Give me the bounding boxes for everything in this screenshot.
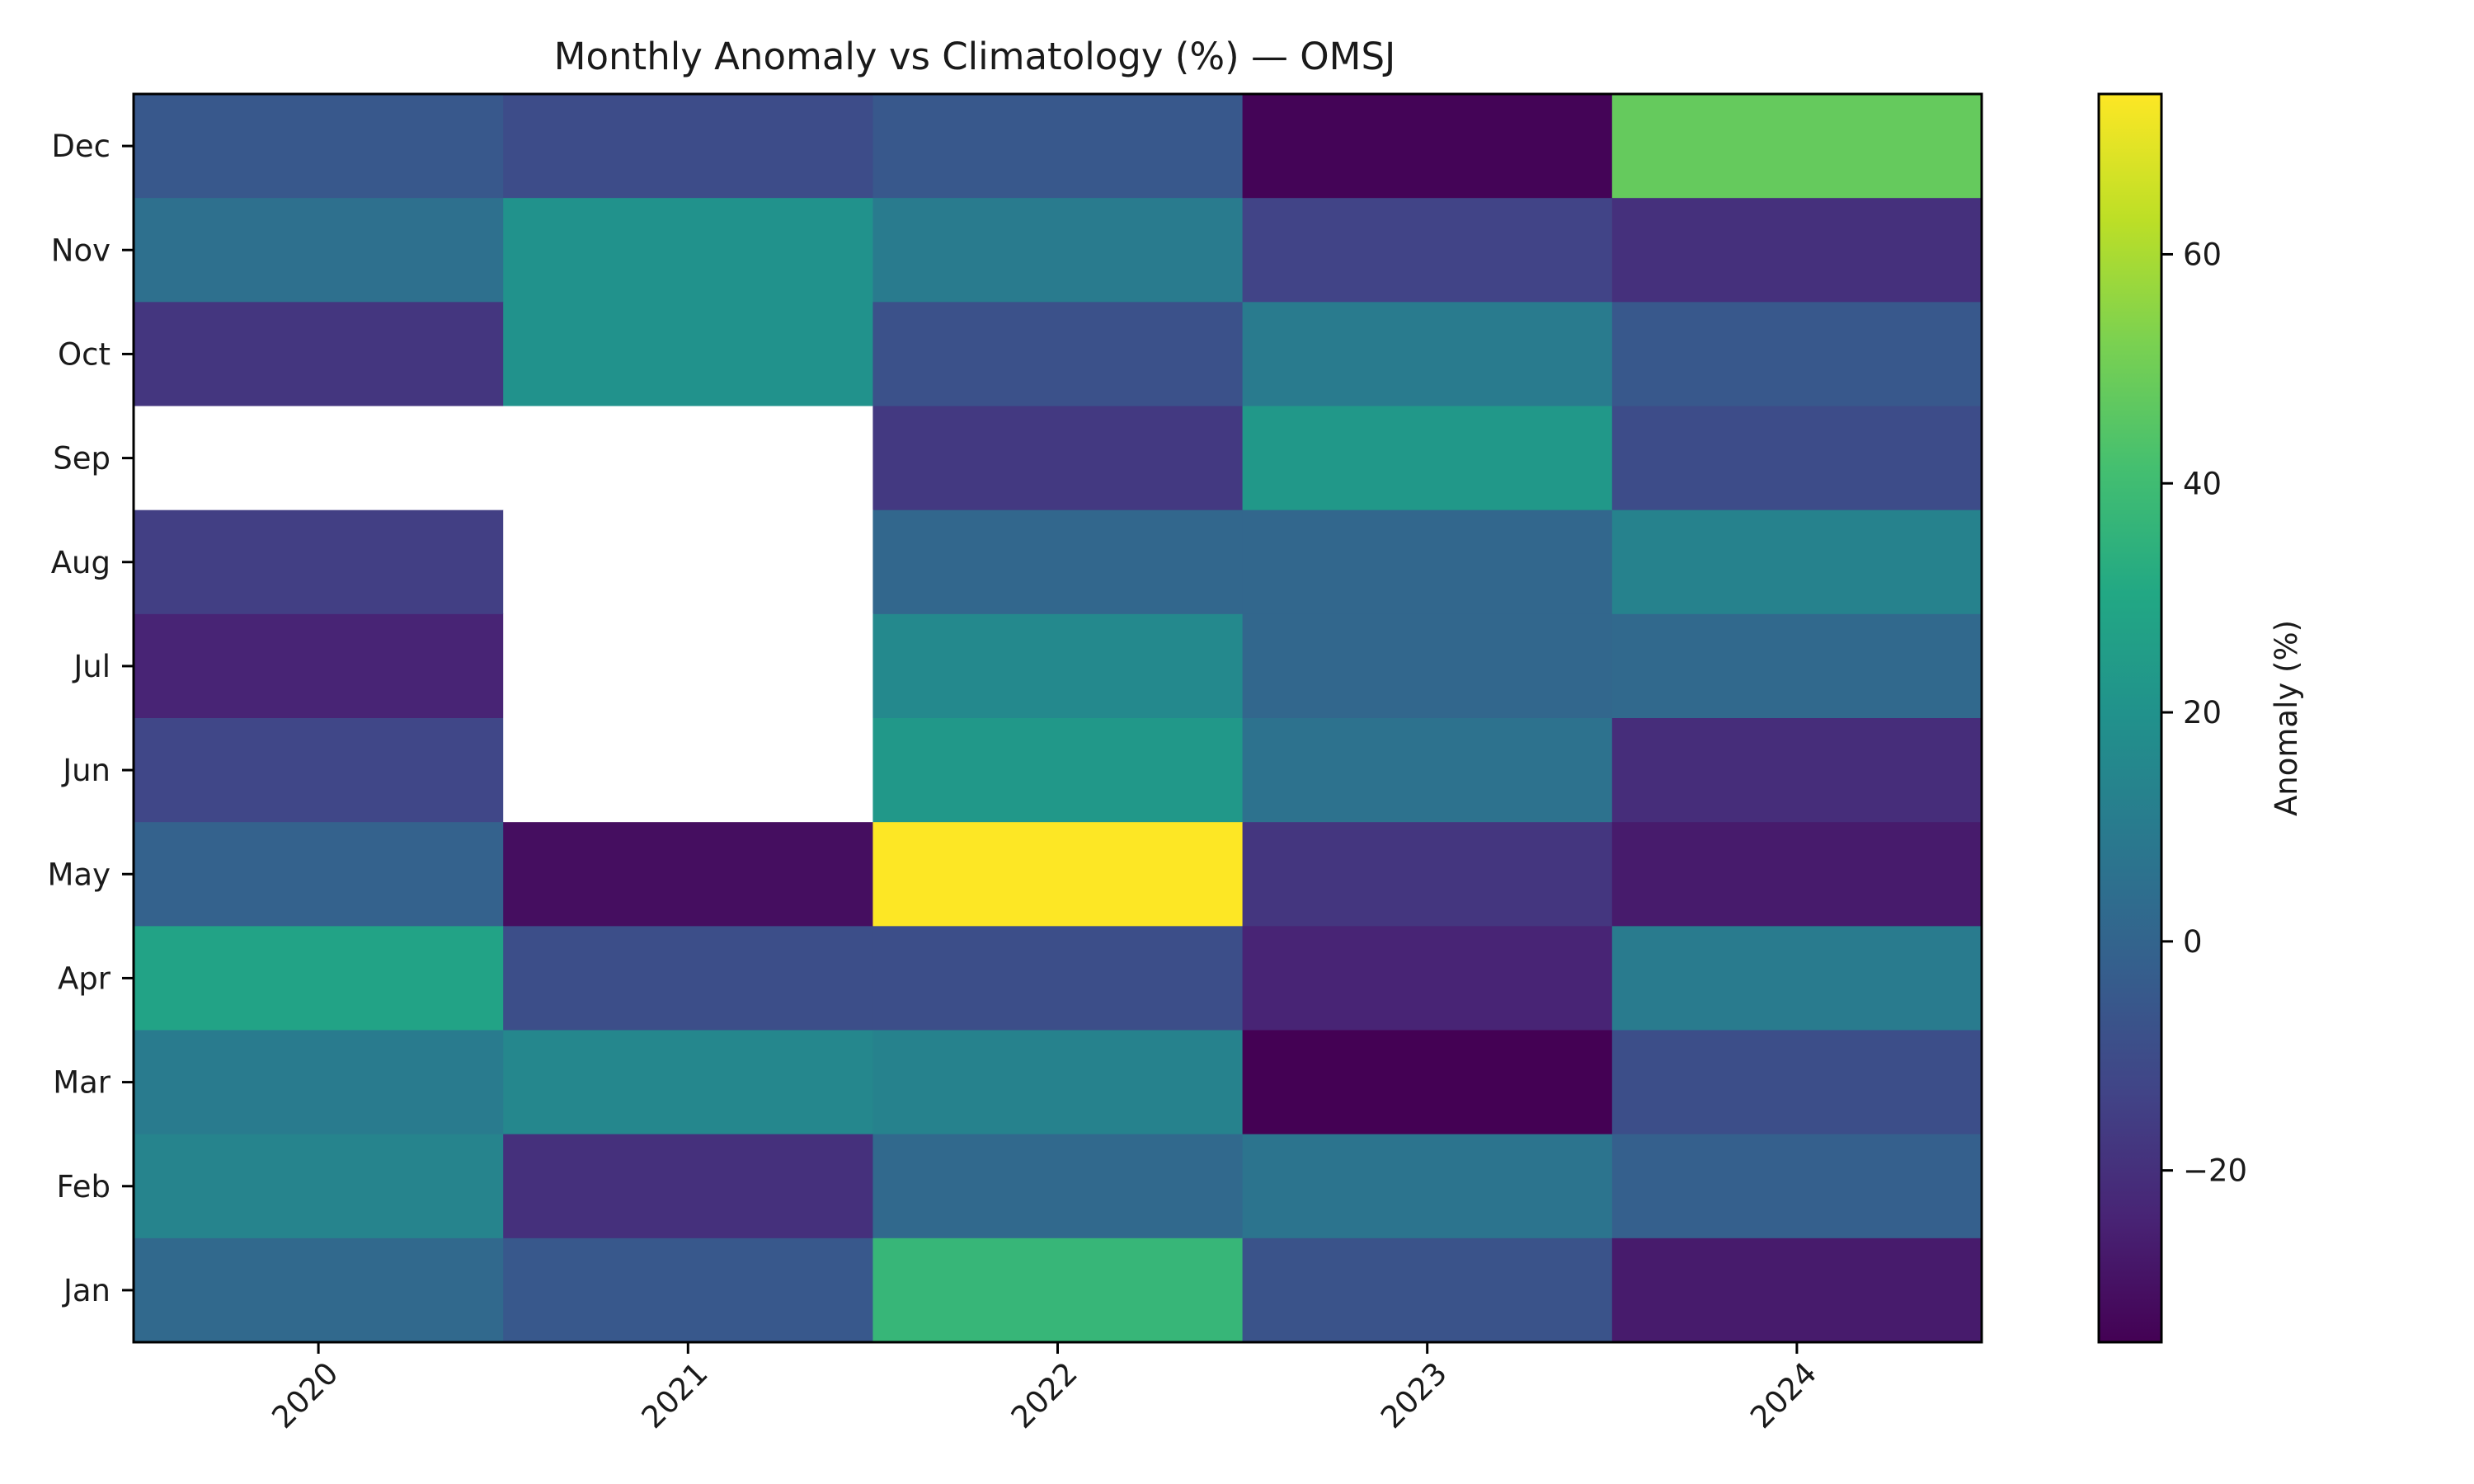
- y-tick-label: Jul: [72, 649, 111, 684]
- heatmap-cell-aug-2023: [1242, 510, 1613, 615]
- heatmap-cell-apr-2020: [134, 926, 504, 1031]
- heatmap-cell-mar-2021: [503, 1030, 873, 1135]
- heatmap-cell-apr-2024: [1611, 926, 1982, 1031]
- x-tick-label: 2021: [635, 1355, 715, 1435]
- x-tick-label: 2023: [1374, 1355, 1454, 1435]
- heatmap-cell-jan-2022: [872, 1237, 1244, 1343]
- heatmap-cell-sep-2021: [503, 406, 873, 511]
- heatmap-cell-oct-2022: [872, 302, 1244, 407]
- colorbar-label: Anomaly (%): [2269, 620, 2304, 816]
- heatmap-cell-jun-2024: [1611, 718, 1982, 823]
- heatmap-cell-apr-2022: [872, 926, 1244, 1031]
- heatmap-cell-sep-2020: [134, 406, 504, 511]
- y-tick-label: Nov: [51, 232, 111, 268]
- heatmap-cell-jun-2023: [1242, 718, 1613, 823]
- y-tick-label: Mar: [53, 1065, 111, 1101]
- heatmap-cell-dec-2022: [872, 94, 1244, 199]
- y-tick-label: Jan: [62, 1273, 111, 1308]
- heatmap-cell-dec-2024: [1611, 94, 1982, 199]
- colorbar-tick-label: 20: [2183, 695, 2222, 730]
- heatmap-cell-mar-2024: [1611, 1030, 1982, 1135]
- heatmap-cell-apr-2021: [503, 926, 873, 1031]
- y-tick-label: Jun: [61, 753, 111, 788]
- heatmap-cell-may-2023: [1242, 822, 1613, 927]
- y-tick-label: Dec: [51, 129, 111, 164]
- heatmap-cell-aug-2020: [134, 510, 504, 615]
- plot-frame: [132, 92, 1983, 1344]
- heatmap-cell-oct-2023: [1242, 302, 1613, 407]
- x-tick-label: 2020: [265, 1355, 345, 1435]
- heatmap-cell-dec-2020: [134, 94, 504, 199]
- heatmap-cell-may-2020: [134, 822, 504, 927]
- heatmap-cell-jul-2023: [1242, 613, 1613, 719]
- y-tick-label: May: [48, 857, 111, 892]
- heatmap-cell-jul-2024: [1611, 613, 1982, 719]
- heatmap-cell-jan-2024: [1611, 1237, 1982, 1343]
- heatmap-cell-nov-2024: [1611, 198, 1982, 303]
- y-tick-label: Sep: [53, 441, 111, 477]
- heatmap-cell-mar-2022: [872, 1030, 1244, 1135]
- colorbar-ticks: −20 0 20 40 60: [2161, 237, 2247, 1189]
- heatmap-cell-aug-2021: [503, 510, 873, 615]
- heatmap-cell-sep-2024: [1611, 406, 1982, 511]
- y-axis-ticks: Dec Nov Oct Sep Aug Jul Jun May Apr Mar Feb Jan: [48, 129, 134, 1308]
- heatmap-cell-aug-2022: [872, 510, 1244, 615]
- y-tick-label: Oct: [58, 336, 111, 372]
- heatmap-cell-jan-2021: [503, 1237, 873, 1343]
- heatmap-cell-may-2021: [503, 822, 873, 927]
- heatmap-cell-mar-2023: [1242, 1030, 1613, 1135]
- heatmap-cell-dec-2023: [1242, 94, 1613, 199]
- chart-title: Monthly Anomaly vs Climatology (%) — OMS…: [554, 35, 1396, 78]
- x-axis-ticks: 2020 2021 2022 2023 2024: [265, 1342, 1823, 1435]
- heatmap-cell-feb-2023: [1242, 1134, 1613, 1239]
- heatmap-cell-sep-2023: [1242, 406, 1613, 511]
- heatmap-cell-sep-2022: [872, 406, 1244, 511]
- heatmap-cell-jan-2020: [134, 1237, 504, 1343]
- heatmap-cell-jun-2022: [872, 718, 1244, 823]
- heatmap-cell-apr-2023: [1242, 926, 1613, 1031]
- y-tick-label: Apr: [58, 960, 111, 996]
- heatmap-cell-nov-2022: [872, 198, 1244, 303]
- colorbar-tick-label: −20: [2183, 1153, 2247, 1189]
- heatmap-cell-nov-2020: [134, 198, 504, 303]
- colorbar-tick-label: 60: [2183, 237, 2222, 272]
- heatmap-cell-jun-2021: [503, 718, 873, 823]
- heatmap-cell-jul-2020: [134, 613, 504, 719]
- heatmap-cells: [134, 94, 1982, 1343]
- heatmap-cell-jan-2023: [1242, 1237, 1613, 1343]
- y-tick-label: Aug: [51, 545, 111, 580]
- heatmap-cell-jun-2020: [134, 718, 504, 823]
- heatmap-cell-oct-2021: [503, 302, 873, 407]
- heatmap-cell-aug-2024: [1611, 510, 1982, 615]
- heatmap-cell-feb-2024: [1611, 1134, 1982, 1239]
- heatmap-cell-may-2024: [1611, 822, 1982, 927]
- heatmap-cell-feb-2020: [134, 1134, 504, 1239]
- heatmap-cell-may-2022: [872, 822, 1244, 927]
- heatmap-cell-feb-2022: [872, 1134, 1244, 1239]
- colorbar: [2097, 92, 2163, 1344]
- x-tick-label: 2024: [1743, 1355, 1823, 1435]
- heatmap-cell-nov-2021: [503, 198, 873, 303]
- heatmap-cell-dec-2021: [503, 94, 873, 199]
- heatmap-cell-nov-2023: [1242, 198, 1613, 303]
- heatmap-cell-feb-2021: [503, 1134, 873, 1239]
- colorbar-tick-label: 0: [2183, 924, 2203, 960]
- heatmap-cell-oct-2020: [134, 302, 504, 407]
- heatmap-cell-jul-2022: [872, 613, 1244, 719]
- heatmap-cell-jul-2021: [503, 613, 873, 719]
- x-tick-label: 2022: [1004, 1355, 1084, 1435]
- heatmap-cell-oct-2024: [1611, 302, 1982, 407]
- colorbar-tick-label: 40: [2183, 466, 2222, 501]
- heatmap-cell-mar-2020: [134, 1030, 504, 1135]
- y-tick-label: Feb: [56, 1169, 111, 1205]
